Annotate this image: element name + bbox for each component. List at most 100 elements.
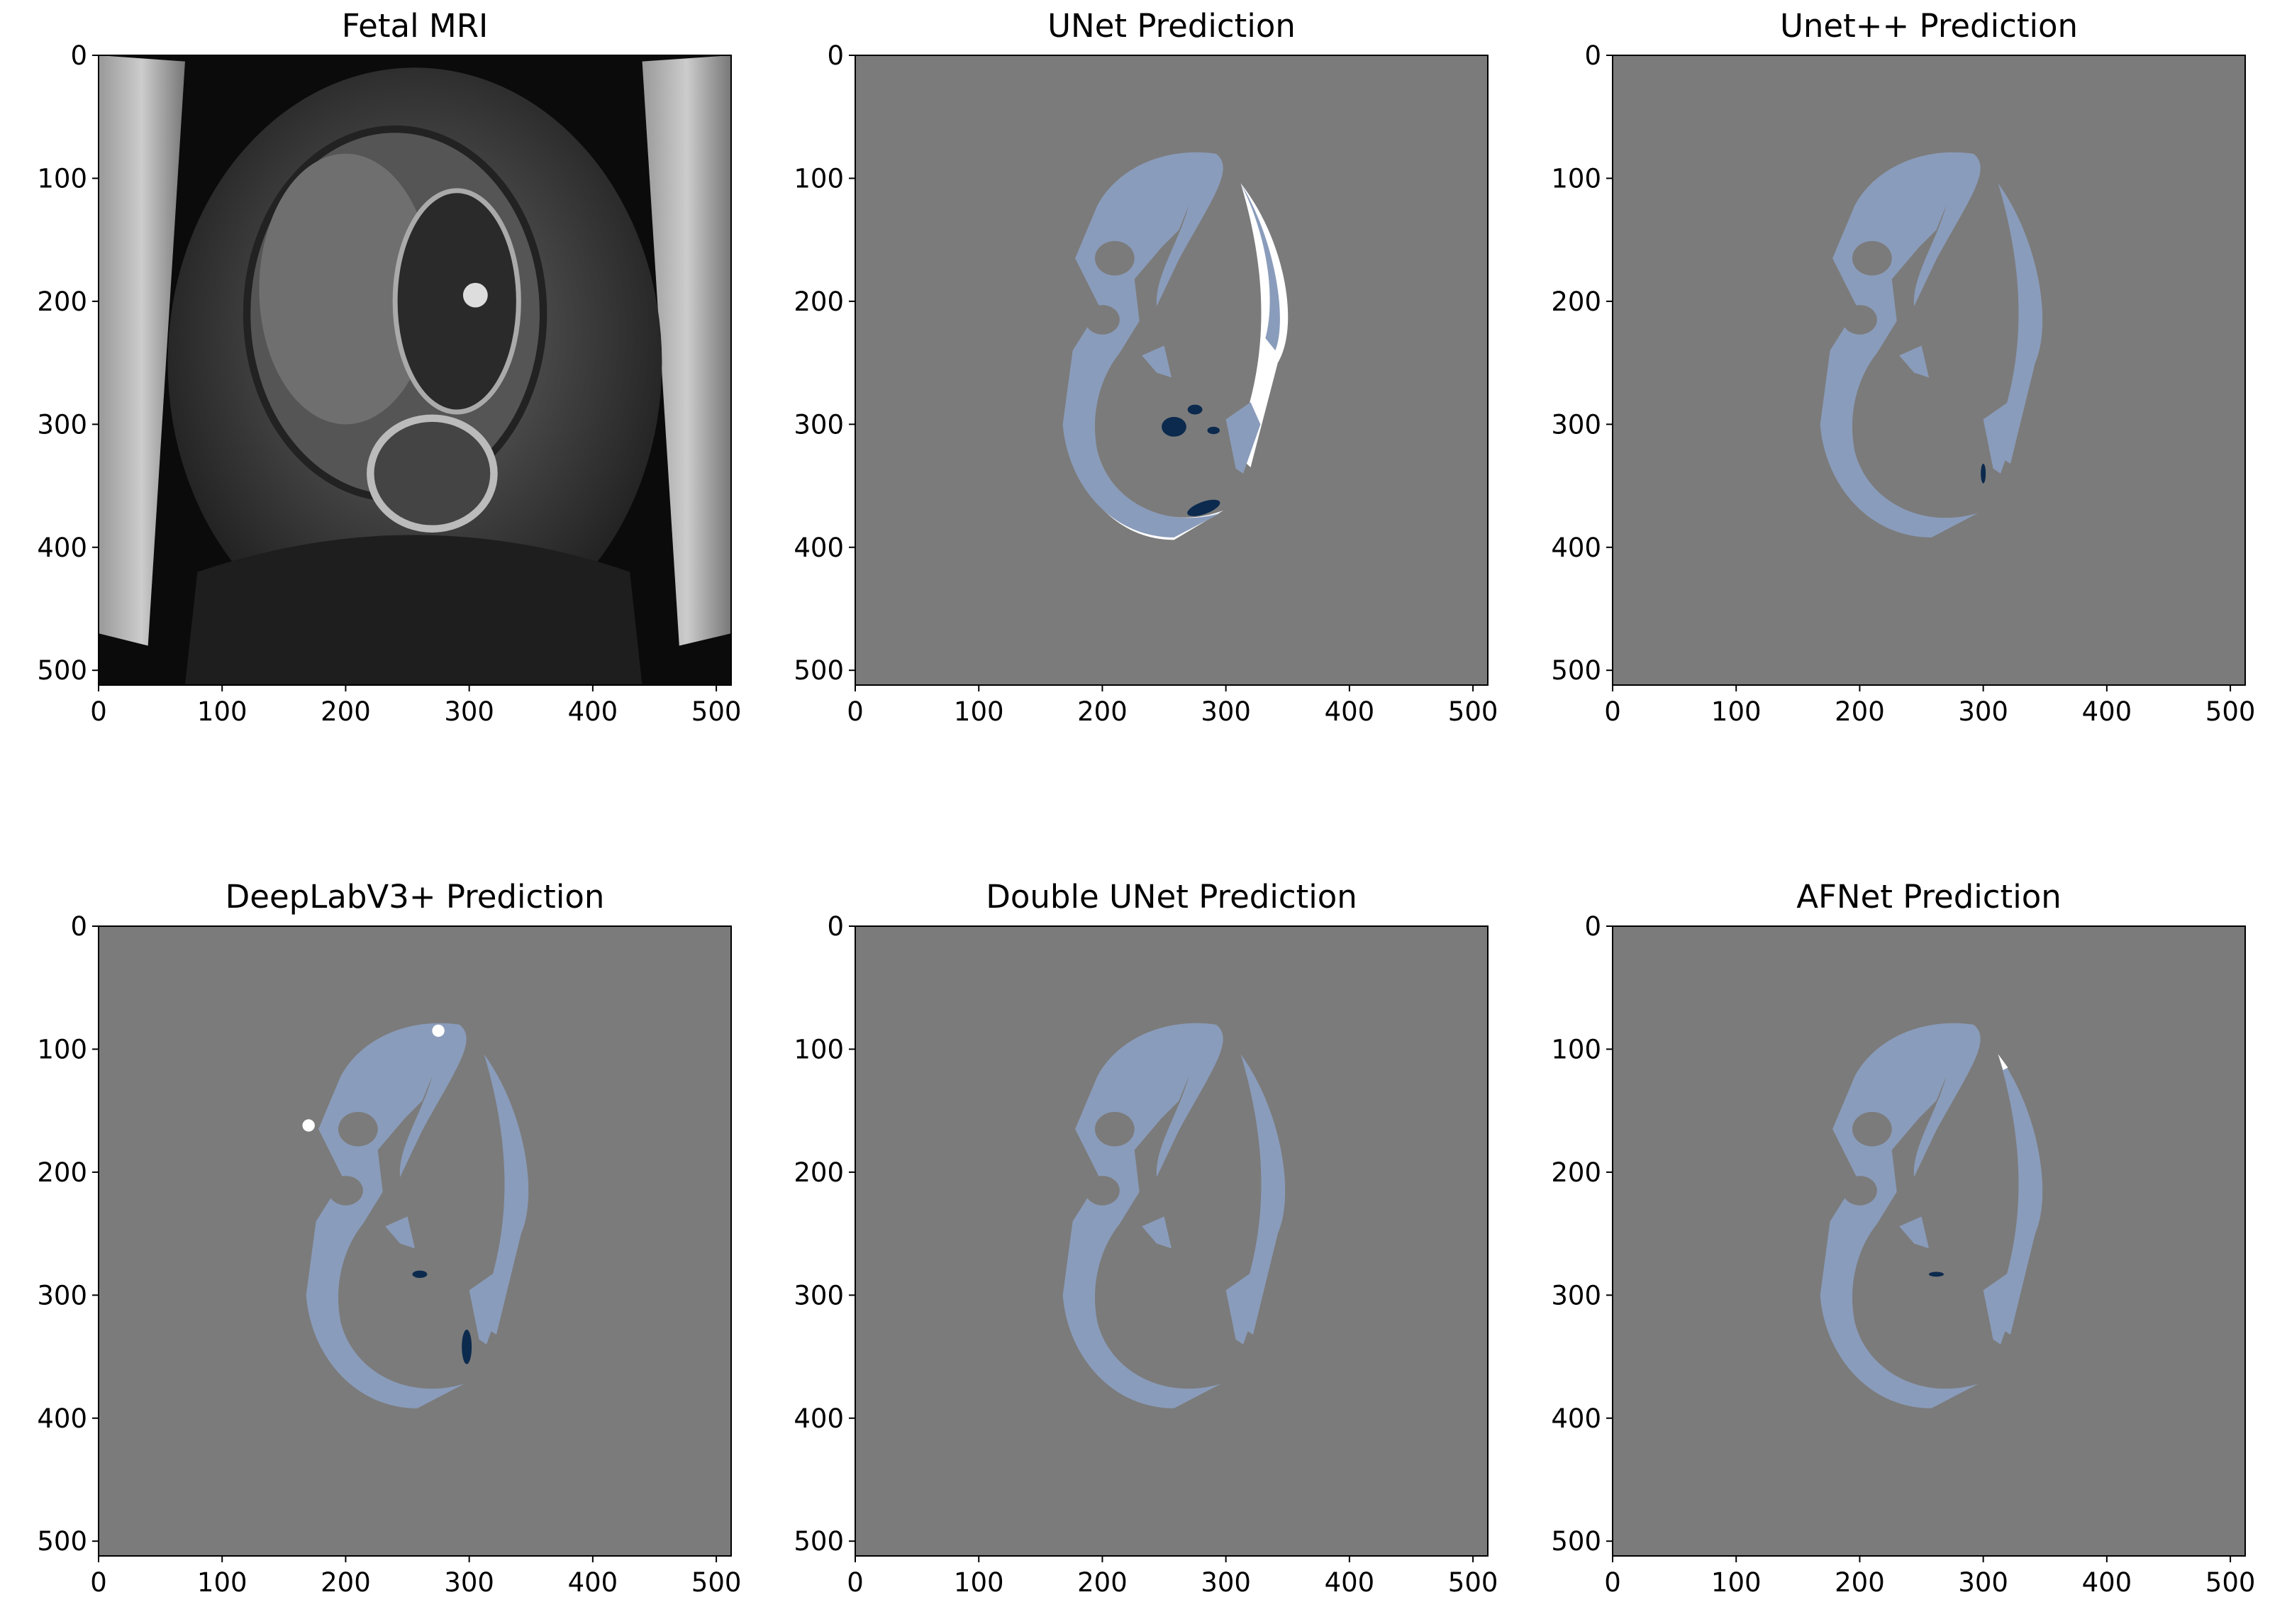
x-tick-label: 100: [197, 696, 247, 727]
y-tick-label: 500: [1551, 655, 1601, 686]
x-tick-label: 500: [1448, 1567, 1498, 1598]
y-tick-label: 300: [37, 1280, 87, 1311]
x-tick-label: 200: [1835, 696, 1885, 727]
x-tick-label: 100: [954, 1567, 1004, 1598]
y-tick-label: 100: [37, 163, 87, 194]
hole: [1085, 305, 1120, 335]
x-tick-label: 300: [444, 1567, 494, 1598]
mri-side: [642, 55, 731, 646]
y-tick-label: 0: [1584, 40, 1601, 71]
image: [99, 926, 731, 1556]
segmentation: [1991, 183, 2043, 464]
x-tick-label: 200: [321, 696, 371, 727]
x-tick-label: 0: [847, 1567, 864, 1598]
y-tick-label: 0: [70, 40, 87, 71]
segmentation: [1899, 1216, 1929, 1249]
y-tick-label: 200: [1551, 1157, 1601, 1188]
false-negative: [1998, 1054, 2008, 1070]
segmentation: [1983, 1273, 2018, 1345]
y-tick-label: 300: [1551, 409, 1601, 440]
false-positive: [1929, 1272, 1944, 1277]
image: [855, 55, 1488, 685]
hole: [328, 1176, 363, 1206]
y-tick-label: 400: [37, 1403, 87, 1434]
segmentation: [1233, 1054, 1286, 1335]
mri-highlight: [462, 282, 488, 308]
y-tick-label: 400: [1551, 533, 1601, 563]
y-tick-label: 0: [70, 911, 87, 942]
x-tick-label: 200: [1077, 696, 1128, 727]
x-tick-label: 200: [1077, 1567, 1128, 1598]
x-tick-label: 0: [847, 696, 864, 727]
hole: [1842, 1176, 1877, 1206]
y-tick-label: 400: [794, 1403, 844, 1434]
subplot-title: Double UNet Prediction: [986, 878, 1357, 916]
segmentation: [477, 1054, 529, 1335]
y-tick-label: 300: [1551, 1280, 1601, 1311]
false-negative: [432, 1024, 445, 1038]
false-negative: [1233, 183, 1289, 468]
axes-frame: [1612, 925, 2246, 1557]
y-tick-label: 500: [37, 655, 87, 686]
false-positive: [1207, 426, 1220, 435]
y-tick-label: 400: [37, 533, 87, 563]
image: [1613, 55, 2245, 685]
y-tick-label: 500: [1551, 1526, 1601, 1557]
y-tick-label: 200: [794, 287, 844, 317]
x-tick-label: 100: [1711, 1567, 1762, 1598]
y-tick-label: 100: [37, 1034, 87, 1064]
hole: [1852, 240, 1892, 276]
x-tick-label: 300: [1201, 696, 1251, 727]
x-tick-label: 400: [2082, 696, 2132, 727]
false-positive: [1187, 499, 1220, 516]
false-positive: [1187, 404, 1203, 415]
x-tick-label: 500: [2205, 1567, 2256, 1598]
segmentation: [1142, 345, 1172, 378]
segmentation: [1983, 402, 2018, 474]
x-tick-label: 100: [1711, 696, 1762, 727]
x-tick-label: 200: [321, 1567, 371, 1598]
y-tick-label: 500: [37, 1526, 87, 1557]
segmentation: [1225, 1273, 1261, 1345]
axes-frame: [98, 925, 732, 1557]
x-tick-label: 300: [1958, 696, 2008, 727]
mask-background: [99, 926, 731, 1556]
segmentation: [1991, 1054, 2043, 1335]
x-tick-label: 300: [1958, 1567, 2008, 1598]
axes-frame: [1612, 55, 2246, 686]
y-tick-label: 200: [1551, 287, 1601, 317]
y-tick-label: 100: [794, 163, 844, 194]
segmentation: [1899, 345, 1929, 378]
subplot-title: Unet++ Prediction: [1780, 7, 2078, 45]
x-tick-label: 300: [1201, 1567, 1251, 1598]
x-tick-label: 400: [1325, 696, 1375, 727]
mask-background: [1613, 926, 2245, 1556]
y-tick-label: 100: [794, 1034, 844, 1064]
hole: [1094, 240, 1135, 276]
x-tick-label: 0: [1604, 1567, 1621, 1598]
x-tick-label: 400: [568, 696, 618, 727]
hole: [1094, 1111, 1135, 1147]
image: [855, 926, 1488, 1556]
segmentation: [385, 1216, 415, 1249]
y-tick-label: 100: [1551, 163, 1601, 194]
false-positive: [412, 1270, 428, 1279]
y-tick-label: 300: [794, 409, 844, 440]
y-tick-label: 200: [794, 1157, 844, 1188]
x-tick-label: 500: [691, 1567, 742, 1598]
y-tick-label: 200: [37, 287, 87, 317]
false-positive: [1162, 416, 1186, 437]
mask-background: [855, 55, 1488, 685]
x-tick-label: 0: [90, 1567, 107, 1598]
x-tick-label: 400: [568, 1567, 618, 1598]
hole: [1842, 305, 1877, 335]
mri-side: [99, 55, 185, 646]
hole: [338, 1111, 378, 1147]
y-tick-label: 500: [794, 1526, 844, 1557]
x-tick-label: 400: [2082, 1567, 2132, 1598]
false-positive: [1981, 463, 1986, 484]
